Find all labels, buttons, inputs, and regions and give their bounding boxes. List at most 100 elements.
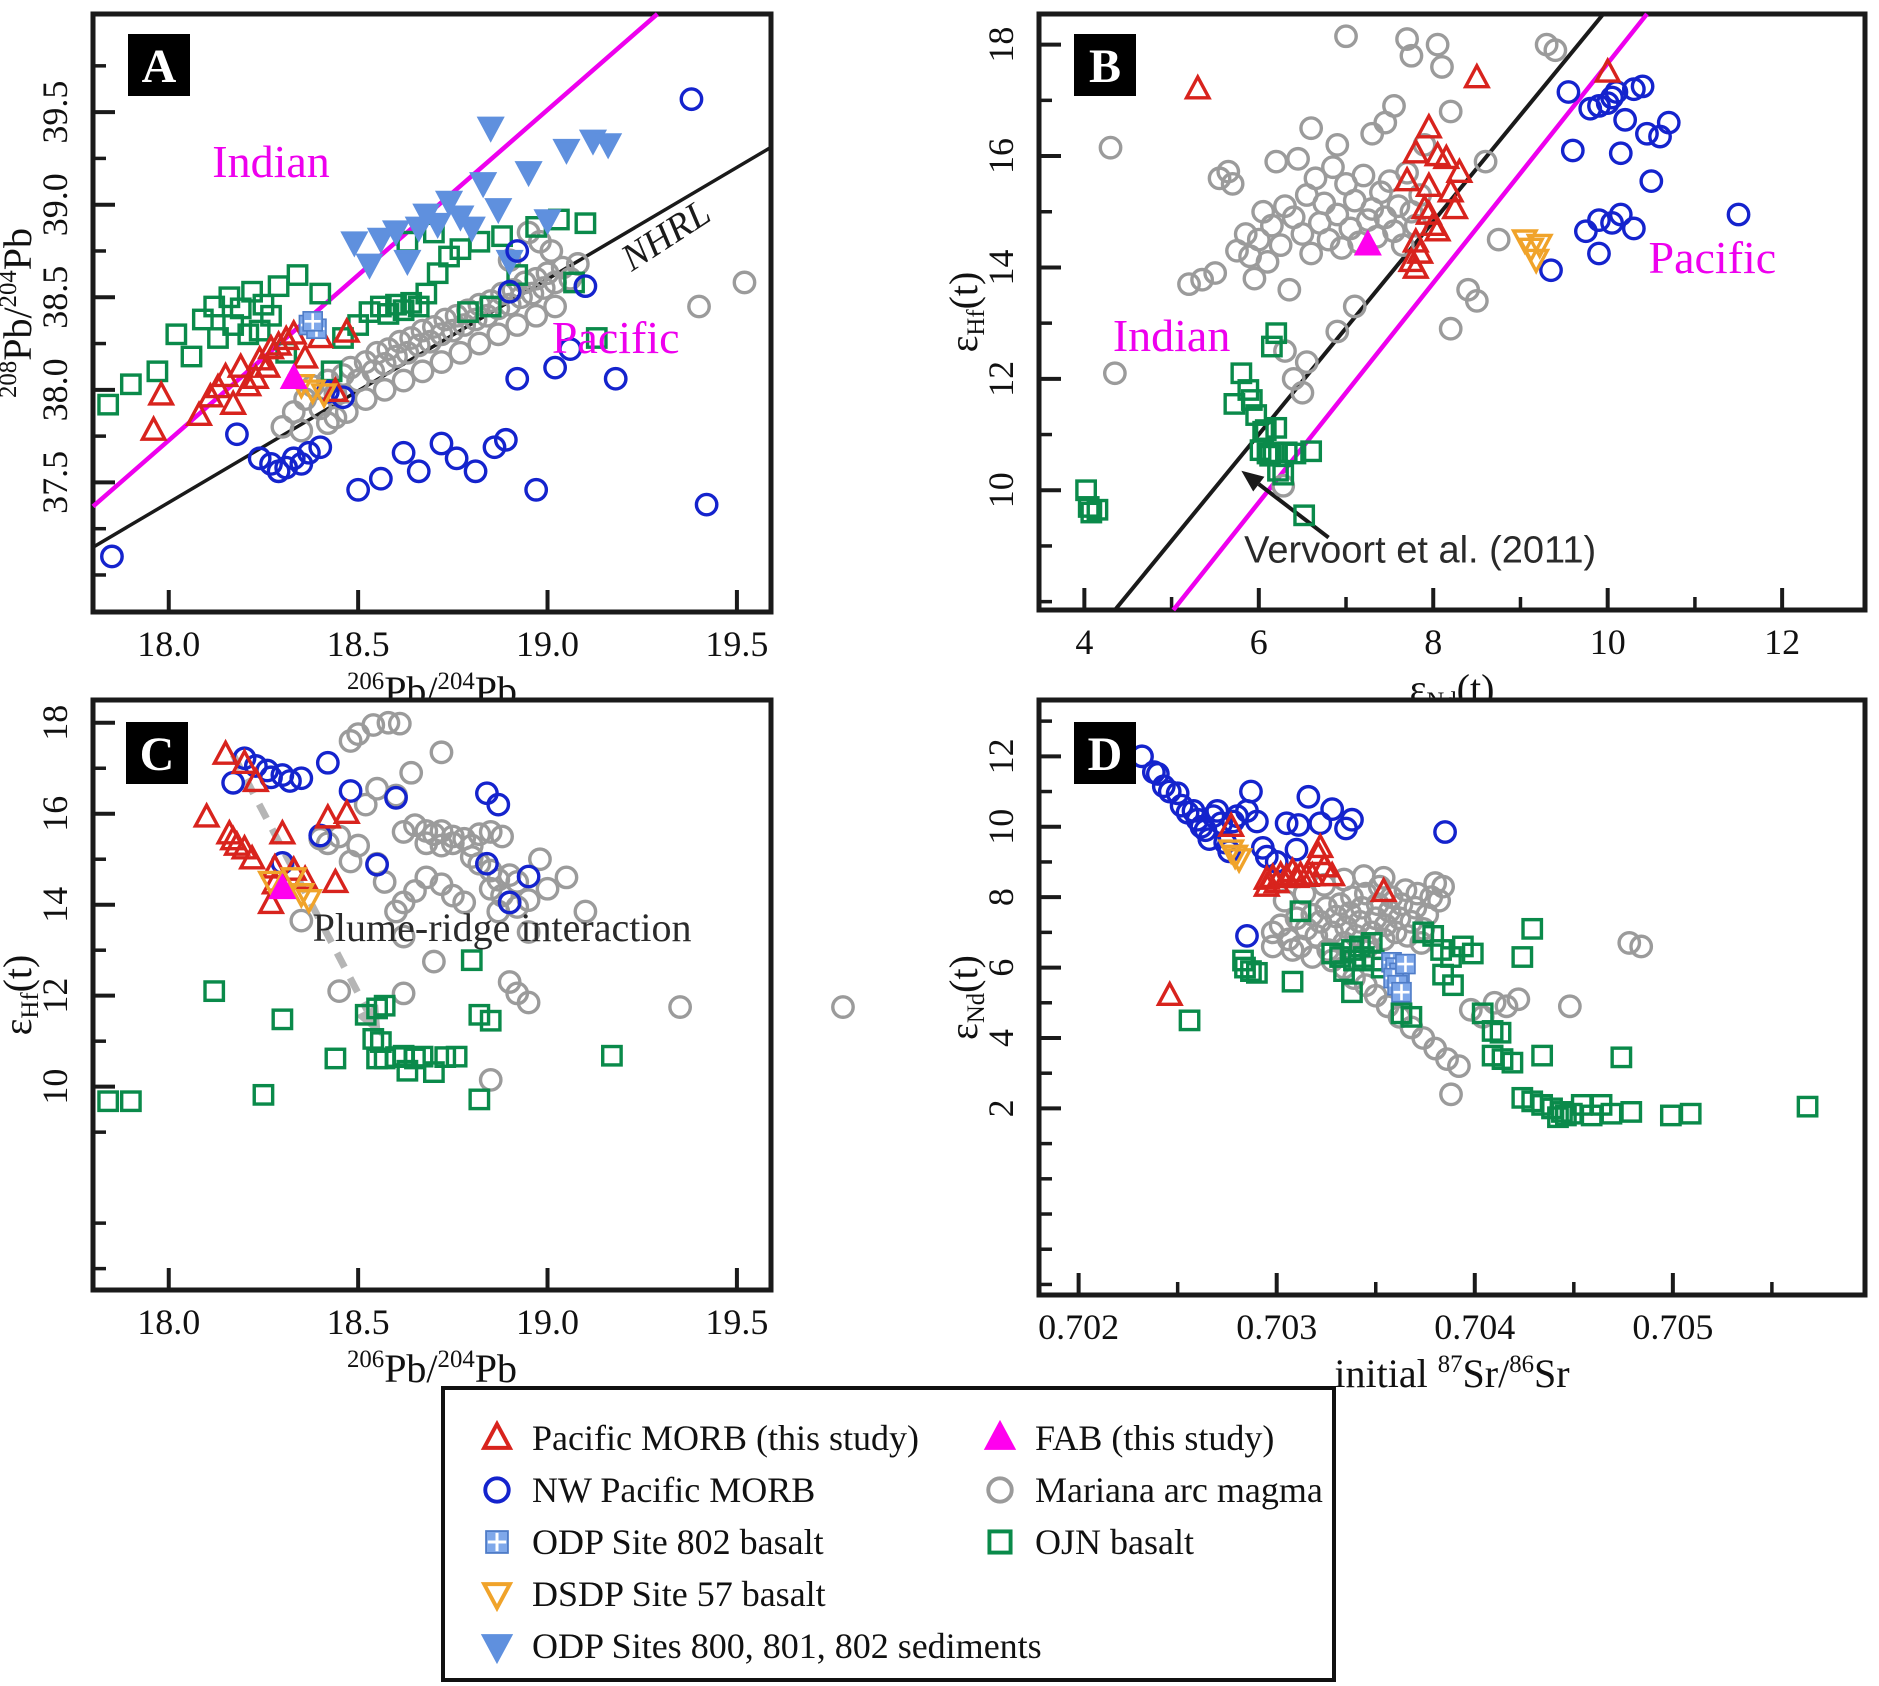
panel-a-pb208-vs-pb206-panel: 18.0 18.5 19.0 19.5 37.5 38.0 38.5 39.0 39.5 Indi… bbox=[0, 11, 774, 713]
panel-letter-box bbox=[1074, 34, 1136, 96]
svg-text:Vervoort et al. (2011): Vervoort et al. (2011) bbox=[1244, 530, 1596, 572]
x-tick-label: 19.5 bbox=[705, 624, 768, 664]
x-tick-label: 19.0 bbox=[516, 1302, 579, 1342]
y-tick-label: 8 bbox=[981, 888, 1021, 906]
legend-label: ODP Site 802 basalt bbox=[532, 1522, 824, 1562]
svg-text:Plume-ridge interaction: Plume-ridge interaction bbox=[313, 905, 692, 950]
panel-letter: C bbox=[140, 728, 175, 781]
y-tick-label: 18 bbox=[35, 705, 75, 741]
x-tick-label: 0.703 bbox=[1236, 1307, 1317, 1347]
x-tick-label: 6 bbox=[1250, 622, 1268, 662]
y-tick-label: 39.0 bbox=[35, 173, 75, 236]
y-tick-label: 37.5 bbox=[35, 451, 75, 514]
panel-letter-box bbox=[128, 34, 190, 96]
series-pacific-morb bbox=[1155, 810, 1398, 1007]
svg-text:Pacific: Pacific bbox=[1649, 232, 1777, 283]
panel-b-ehf-vs-end-panel: 4 6 8 10 12 10 12 14 16 18 Indian Pacific Vervoort e… bbox=[941, 11, 1868, 715]
legend-item-nw-pacific-morb: NW Pacific MORB bbox=[483, 1470, 815, 1510]
y-tick-label: 10 bbox=[981, 472, 1021, 508]
svg-text:Indian: Indian bbox=[212, 136, 330, 187]
x-tick-label: 18.0 bbox=[137, 624, 200, 664]
y-tick-label: 16 bbox=[981, 138, 1021, 174]
plot-frame bbox=[1036, 11, 1868, 613]
svg-text:εHf(t): εHf(t) bbox=[0, 955, 44, 1036]
panel-letter: D bbox=[1088, 728, 1123, 781]
y-tick-label: 16 bbox=[35, 796, 75, 832]
y-tick-label: 12 bbox=[35, 978, 75, 1014]
y-tick-label: 39.5 bbox=[35, 81, 75, 144]
series-odp802 bbox=[298, 311, 327, 340]
panel-letter: A bbox=[142, 40, 177, 93]
svg-text:initial 87Sr/86Sr: initial 87Sr/86Sr bbox=[1334, 1351, 1569, 1396]
y-tick-label: 14 bbox=[35, 887, 75, 923]
x-tick-label: 19.5 bbox=[705, 1302, 768, 1342]
y-tick-label: 12 bbox=[981, 738, 1021, 774]
legend: Pacific MORB (this study) NW Pacific MORB… bbox=[441, 1386, 1336, 1682]
panel-letter: B bbox=[1089, 40, 1121, 93]
legend-label: Mariana arc magma bbox=[1035, 1470, 1323, 1510]
x-tick-label: 8 bbox=[1424, 622, 1442, 662]
x-tick-label: 18.5 bbox=[327, 624, 390, 664]
legend-item-mariana: Mariana arc magma bbox=[986, 1470, 1323, 1510]
series-odp802 bbox=[1381, 951, 1416, 1003]
x-tick-label: 10 bbox=[1590, 622, 1626, 662]
legend-label: Pacific MORB (this study) bbox=[532, 1418, 919, 1458]
legend-label: DSDP Site 57 basalt bbox=[532, 1574, 826, 1614]
y-tick-label: 38.5 bbox=[35, 266, 75, 329]
series-ojn bbox=[1075, 322, 1323, 527]
series-nw-pacific-morb bbox=[100, 87, 719, 569]
panel-letter-box bbox=[126, 722, 188, 784]
x-tick-label: 18.5 bbox=[327, 1302, 390, 1342]
legend-item-ojn: OJN basalt bbox=[987, 1522, 1194, 1562]
panel-letter-box bbox=[1074, 722, 1136, 784]
y-tick-label: 2 bbox=[981, 1099, 1021, 1117]
indian-pacific-boundary-line bbox=[1171, 12, 1649, 612]
legend-item-dsdp57: DSDP Site 57 basalt bbox=[480, 1574, 826, 1614]
legend-label: OJN basalt bbox=[1035, 1522, 1194, 1562]
x-tick-label: 0.705 bbox=[1632, 1307, 1713, 1347]
x-tick-label: 0.704 bbox=[1434, 1307, 1515, 1347]
series-pacific-morb bbox=[1183, 56, 1622, 279]
svg-text:εNd(t): εNd(t) bbox=[941, 955, 990, 1040]
legend-box bbox=[441, 1386, 1336, 1682]
panel-c-ehf-vs-pb206-panel: 18.0 18.5 19.0 19.5 10 12 14 16 18 Plume-ridge in… bbox=[0, 697, 855, 1391]
y-tick-label: 4 bbox=[981, 1029, 1021, 1047]
x-tick-label: 18.0 bbox=[137, 1302, 200, 1342]
svg-text:Indian: Indian bbox=[1113, 310, 1231, 361]
legend-item-odp-sediments: ODP Sites 800, 801, 802 sediments bbox=[480, 1626, 1042, 1666]
y-tick-label: 10 bbox=[35, 1069, 75, 1105]
nhrl-line bbox=[92, 145, 772, 549]
svg-text:206Pb/204Pb: 206Pb/204Pb bbox=[347, 1346, 517, 1391]
series-fab bbox=[1353, 229, 1382, 256]
legend-item-fab: FAB (this study) bbox=[983, 1418, 1274, 1458]
y-tick-label: 38.0 bbox=[35, 358, 75, 421]
legend-item-odp802: ODP Site 802 basalt bbox=[485, 1522, 824, 1562]
y-tick-label: 12 bbox=[981, 361, 1021, 397]
vervoort-terrestrial-array-line bbox=[1113, 12, 1605, 612]
y-tick-label: 10 bbox=[981, 809, 1021, 845]
x-tick-label: 0.702 bbox=[1038, 1307, 1119, 1347]
series-fab bbox=[279, 362, 308, 390]
svg-text:Pacific: Pacific bbox=[552, 312, 680, 363]
legend-label: NW Pacific MORB bbox=[532, 1470, 815, 1510]
y-tick-label: 14 bbox=[981, 249, 1021, 285]
x-tick-label: 4 bbox=[1075, 622, 1093, 662]
legend-label: ODP Sites 800, 801, 802 sediments bbox=[532, 1626, 1042, 1666]
series-dsdp57 bbox=[1510, 229, 1554, 275]
y-tick-label: 18 bbox=[981, 27, 1021, 63]
series-ojn bbox=[97, 208, 608, 416]
plot-frame bbox=[90, 697, 774, 1293]
plume-ridge-arrow bbox=[230, 752, 371, 1012]
series-ojn bbox=[97, 949, 623, 1113]
svg-text:208Pb/204Pb: 208Pb/204Pb bbox=[0, 228, 40, 398]
series-odp-sediments bbox=[340, 116, 623, 280]
series-mariana bbox=[1098, 24, 1568, 498]
x-tick-label: 12 bbox=[1764, 622, 1800, 662]
series-dsdp57 bbox=[256, 867, 323, 916]
series-dsdp57 bbox=[1217, 839, 1254, 875]
legend-item-pacific-morb: Pacific MORB (this study) bbox=[480, 1418, 919, 1458]
series-nw-pacific-morb bbox=[1539, 74, 1751, 283]
